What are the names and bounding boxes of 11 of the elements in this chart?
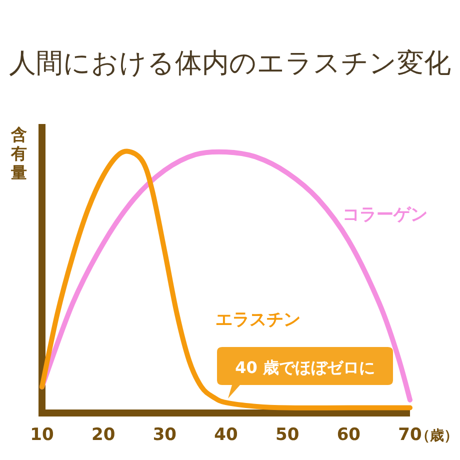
x-tick-label: 50 [275,425,300,445]
x-tick-label: 30 [152,425,177,445]
x-tick-label: 20 [91,425,116,445]
series-label: エラスチン [216,310,300,330]
x-tick-label: 10 [30,425,54,445]
series-label: コラーゲン [342,205,428,225]
annotation: 40 歳でほぼゼロに [235,358,375,377]
x-tick-label: 60 [336,425,361,445]
ylabel: 含有量 [11,125,27,182]
x-tick-label: 40 [214,425,238,445]
chart-title: 人間における体内のエラスチン変化 [9,48,451,79]
